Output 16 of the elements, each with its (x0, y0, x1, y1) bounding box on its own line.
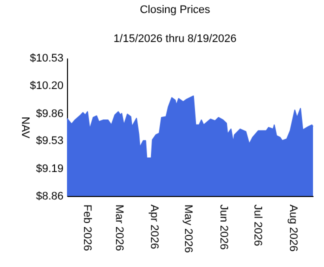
y-tick-label: $9.19 (36, 163, 64, 176)
x-tick-label: Feb 2026 (80, 204, 93, 251)
chart-subtitle: 1/15/2026 thru 8/19/2026 (114, 33, 236, 45)
x-tick-label: May 2026 (182, 204, 194, 253)
x-tick-label: Mar 2026 (112, 204, 125, 251)
y-tick-label: $9.86 (36, 108, 64, 120)
x-tick-label: Aug 2026 (287, 204, 299, 252)
y-tick-label: $10.20 (30, 80, 64, 92)
chart-title: Closing Prices (140, 4, 211, 16)
y-tick-label: $9.53 (36, 135, 64, 148)
x-tick-label: Jun 2026 (218, 204, 230, 250)
x-tick-label: Jul 2026 (252, 204, 264, 246)
y-tick-label: $10.53 (30, 52, 64, 64)
y-axis-title: NAV (18, 116, 31, 140)
y-tick-label: $8.86 (36, 190, 64, 202)
x-tick-label: Apr 2026 (148, 204, 160, 250)
